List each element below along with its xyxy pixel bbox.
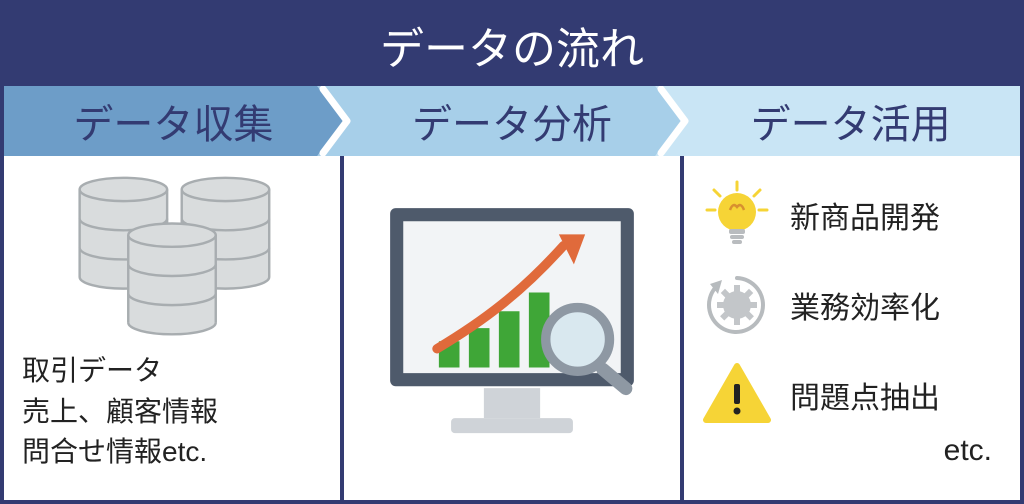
use-label: 業務効率化 <box>790 283 940 327</box>
title-bar: データの流れ <box>4 4 1020 86</box>
content-utilize: 新商品開発 <box>684 156 1020 500</box>
chevron-icon <box>655 86 707 156</box>
warning-triangle-icon <box>702 360 772 430</box>
gear-cycle-icon <box>702 270 772 340</box>
use-item: 新商品開発 <box>702 170 1002 260</box>
content-collect: 取引データ 売上、顧客情報 問合せ情報etc. <box>4 156 344 500</box>
database-cluster-icon <box>22 170 322 345</box>
use-item: 問題点抽出 <box>702 350 1002 440</box>
step-label: データ活用 <box>751 92 951 150</box>
collect-text-block: 取引データ 売上、顧客情報 問合せ情報etc. <box>22 351 322 473</box>
step-head-utilize: データ活用 <box>681 86 1020 156</box>
use-label: 問題点抽出 <box>790 373 940 417</box>
step-head-analyze: データ分析 <box>343 86 682 156</box>
etc-text: etc. <box>702 434 1002 468</box>
content-row: 取引データ 売上、顧客情報 問合せ情報etc. <box>4 156 1020 500</box>
chevron-icon <box>317 86 369 156</box>
collect-line: 取引データ <box>22 351 322 392</box>
use-item: 業務効率化 <box>702 260 1002 350</box>
title-text: データの流れ <box>380 13 644 77</box>
analytics-monitor-icon <box>362 170 662 490</box>
step-label: データ分析 <box>412 92 612 150</box>
step-label: データ収集 <box>73 92 273 150</box>
collect-line: 問合せ情報etc. <box>22 432 322 473</box>
step-head-collect: データ収集 <box>4 86 343 156</box>
steps-row: データ収集 データ分析 データ活用 <box>4 86 1020 156</box>
lightbulb-icon <box>702 180 772 250</box>
content-analyze <box>344 156 684 500</box>
diagram-frame: データの流れ データ収集 データ分析 データ活用 <box>0 0 1024 504</box>
collect-line: 売上、顧客情報 <box>22 392 322 433</box>
use-label: 新商品開発 <box>790 193 940 237</box>
